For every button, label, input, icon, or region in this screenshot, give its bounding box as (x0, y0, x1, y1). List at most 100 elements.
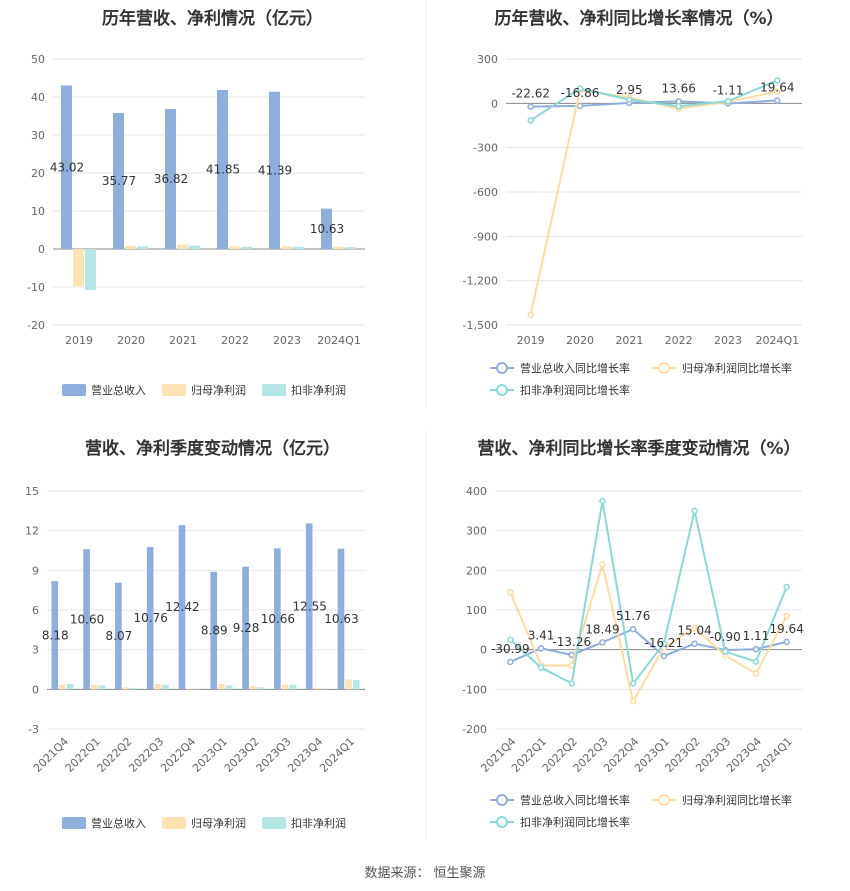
panel-divider-top (426, 0, 427, 408)
bar-deducted-profit (241, 246, 252, 249)
chart-title: 营收、净利季度变动情况（亿元） (85, 439, 340, 459)
data-label: -16.86 (561, 86, 600, 100)
y-tick-label: 0 (480, 644, 487, 657)
y-tick-label: -20 (27, 319, 45, 332)
data-label: 12.55 (292, 599, 326, 613)
data-label: -0.90 (710, 630, 741, 644)
data-point (537, 645, 545, 652)
data-label: 36.82 (154, 172, 188, 186)
y-tick-label: 6 (32, 604, 39, 617)
y-tick-label: 20 (31, 167, 45, 180)
y-tick-label: 400 (466, 485, 487, 498)
legend-marker (658, 794, 670, 806)
data-point (774, 77, 781, 84)
data-point (783, 583, 790, 591)
data-point (660, 640, 668, 647)
x-tick-label: 2021 (615, 334, 643, 347)
data-point (626, 96, 633, 103)
data-point (599, 561, 606, 568)
chart-title: 历年营收、净利同比增长率情况（%） (494, 9, 784, 29)
data-point (527, 311, 534, 318)
y-tick-label: -10 (27, 281, 45, 294)
bar-net-profit (177, 244, 188, 249)
data-point (629, 697, 637, 705)
bar-revenue (337, 548, 345, 690)
bar-net-profit (73, 249, 84, 287)
data-label: -16.21 (645, 636, 684, 650)
x-tick-label: 2023 (273, 334, 301, 347)
data-point (537, 664, 545, 671)
bar-revenue (305, 523, 313, 690)
data-label: 19.64 (760, 80, 794, 94)
data-label: 43.02 (50, 160, 84, 174)
bar-revenue (274, 548, 281, 690)
quarterly-revenue-profit-panel: 营收、净利季度变动情况（亿元） 15 12 9 6 3 0 -3 2021Q4 2022Q1 20… (0, 430, 425, 850)
bar-net-profit (345, 679, 352, 690)
bar-revenue (269, 91, 280, 249)
data-point (629, 625, 637, 633)
legend-marker (496, 794, 508, 806)
y-tick-label: 30 (31, 129, 45, 142)
data-label: -22.62 (511, 87, 550, 101)
series-line (530, 79, 778, 122)
bar-revenue (61, 85, 72, 249)
y-tick-label: -600 (473, 186, 498, 199)
bar-deducted-profit (293, 246, 304, 249)
bar-net-profit (249, 686, 257, 690)
data-point (675, 103, 682, 110)
data-label: 3.41 (528, 628, 555, 642)
data-label: 35.77 (102, 174, 136, 188)
bar-revenue (146, 547, 154, 690)
data-point (599, 497, 606, 505)
chart-title: 历年营收、净利情况（亿元） (102, 9, 323, 29)
y-tick-label: 12 (25, 525, 39, 538)
data-label: 19.64 (769, 622, 803, 636)
data-label: 10.63 (324, 612, 358, 626)
legend-marker (496, 384, 508, 396)
y-tick-label: 3 (32, 644, 39, 657)
legend-label: 归母净利润同比增长率 (682, 361, 792, 375)
y-tick-label: 0 (491, 97, 498, 110)
y-tick-label: 40 (31, 91, 45, 104)
data-label: 10.60 (70, 612, 104, 626)
data-label: 10.76 (133, 611, 167, 625)
source-label: 数据来源： (364, 866, 430, 881)
y-tick-label: -1,500 (463, 319, 498, 332)
x-tick-label: 2023 (714, 334, 742, 347)
data-label: 12.42 (165, 600, 199, 614)
quarterly-revenue-profit-chart: 15129630-32021Q42022Q12022Q22022Q32022Q4… (25, 485, 365, 830)
data-label: 10.66 (261, 612, 295, 626)
data-point (783, 638, 790, 646)
bar-net-profit (59, 684, 66, 690)
bar-net-profit (313, 688, 321, 690)
bar-revenue (51, 581, 59, 690)
data-label: -13.26 (552, 635, 591, 649)
bar-net-profit (229, 246, 240, 249)
bar-deducted-profit (162, 684, 169, 690)
bar-net-profit (122, 687, 130, 690)
series-line (509, 560, 788, 704)
legend-swatch (162, 384, 186, 396)
data-point (568, 680, 575, 687)
data-point (722, 648, 729, 655)
data-point (527, 117, 534, 124)
legend-label: 扣非净利润 (291, 816, 346, 830)
bar-revenue (321, 208, 332, 249)
data-label: 13.66 (661, 81, 695, 95)
data-label: 1.11 (743, 629, 770, 643)
bar-deducted-profit (289, 684, 296, 690)
bar-revenue (115, 582, 122, 690)
legend-swatch (262, 817, 286, 829)
y-tick-label: 50 (31, 53, 45, 66)
data-point (507, 588, 514, 596)
legend-marker (496, 362, 508, 374)
data-point (527, 103, 534, 110)
x-tick-label: 2022 (665, 334, 693, 347)
data-label: 8.18 (42, 628, 69, 642)
bar-revenue (210, 571, 218, 690)
data-label: 51.76 (616, 609, 650, 623)
bar-net-profit (281, 246, 292, 249)
annual-revenue-profit-panel: 历年营收、净利情况（亿元） 50 40 30 20 10 0 -10 -20 2019 2020 2… (0, 0, 425, 410)
bar-net-profit (281, 684, 289, 690)
data-label: -30.99 (491, 642, 530, 656)
